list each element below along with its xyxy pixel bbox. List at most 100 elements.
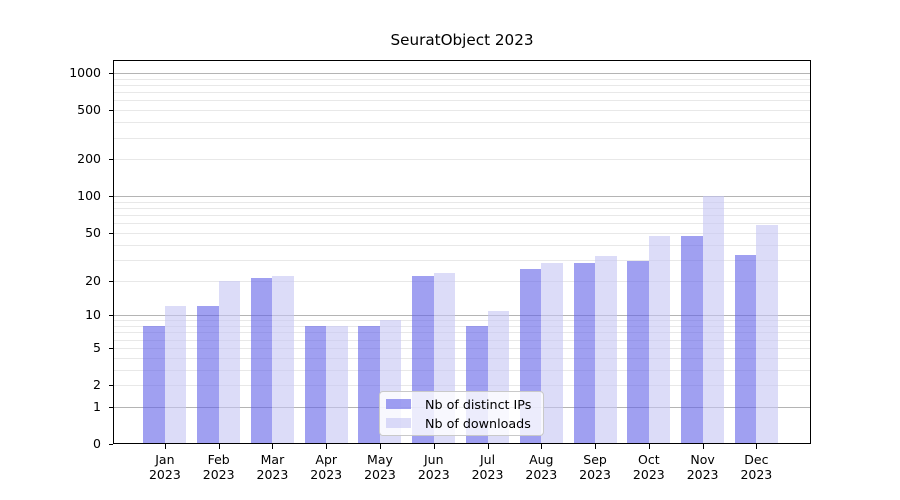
minor-gridline: [114, 326, 810, 327]
x-tick-label-month: Jun: [423, 452, 444, 467]
minor-gridline: [114, 339, 810, 341]
minor-gridline: [114, 92, 810, 94]
minor-gridline: [114, 385, 810, 386]
bar-downloads: [272, 275, 294, 444]
legend-entry-distinct-ips: Nb of distinct IPs: [386, 397, 543, 412]
major-gridline: [114, 72, 810, 74]
x-tick-label-month: Aug: [529, 452, 554, 467]
x-tick: [433, 444, 435, 449]
x-tick-label-month: Nov: [690, 452, 715, 467]
x-tick-label-month: Mar: [260, 452, 285, 467]
x-tick: [648, 444, 650, 449]
y-tick-label: 100: [77, 188, 101, 204]
y-tick: [108, 444, 113, 445]
x-tick-label: Apr 2023: [299, 452, 353, 482]
x-tick-label-month: Oct: [638, 452, 660, 467]
legend-swatch-downloads: [386, 418, 411, 428]
bar-downloads: [756, 225, 778, 444]
x-tick-label-month: Feb: [207, 452, 230, 467]
x-tick-label-month: Jul: [479, 452, 496, 467]
x-tick-label-year: 2023: [740, 466, 773, 482]
minor-gridline: [114, 208, 810, 210]
x-tick-label-year: 2023: [686, 466, 719, 482]
y-tick: [108, 72, 113, 74]
x-tick-label-year: 2023: [632, 466, 665, 482]
legend-entry-downloads: Nb of downloads: [386, 415, 543, 431]
x-tick-label: Oct 2023: [622, 452, 676, 482]
x-tick-label-month: Jan: [155, 452, 175, 467]
y-tick-label: 1: [93, 398, 101, 414]
x-tick-label-month: Dec: [744, 452, 769, 467]
bar-distinct-ips: [573, 263, 596, 444]
plot-border: [113, 60, 811, 444]
x-tick: [595, 444, 597, 449]
x-tick-label: Mar 2023: [245, 452, 299, 482]
bar-downloads: [541, 263, 563, 444]
x-tick-label: Aug 2023: [514, 452, 568, 482]
bar-distinct-ips: [197, 306, 219, 444]
minor-gridline: [114, 137, 810, 139]
x-tick: [379, 444, 381, 449]
minor-gridline: [114, 259, 810, 261]
y-tick: [108, 232, 113, 234]
y-tick-label: 1000: [69, 64, 101, 80]
chart-title: SeuratObject 2023: [390, 31, 534, 49]
minor-gridline: [114, 201, 810, 203]
y-tick-label: 20: [85, 272, 101, 288]
minor-gridline: [114, 332, 810, 334]
bar-distinct-ips: [358, 326, 380, 444]
y-tick-label: 10: [85, 307, 101, 323]
minor-gridline: [114, 280, 810, 282]
x-tick-label-year: 2023: [579, 466, 611, 482]
bar-downloads: [702, 195, 725, 444]
y-tick: [108, 280, 113, 282]
minor-gridline: [114, 110, 810, 112]
y-tick: [108, 196, 113, 198]
x-tick-label: Feb 2023: [192, 452, 246, 482]
bar-distinct-ips: [250, 278, 273, 444]
x-tick: [164, 444, 166, 449]
minor-gridline: [114, 223, 810, 225]
bar-distinct-ips: [627, 261, 649, 444]
x-tick-label-year: 2023: [417, 466, 450, 482]
x-tick-label: Jun 2023: [407, 452, 461, 482]
y-tick-label: 2: [93, 377, 101, 392]
minor-gridline: [114, 78, 810, 80]
minor-gridline: [114, 244, 810, 246]
x-tick: [326, 444, 328, 449]
major-gridline: [114, 315, 810, 317]
x-tick-label: Dec 2023: [729, 452, 783, 482]
x-tick-label: May 2023: [353, 452, 407, 482]
minor-gridline: [114, 100, 810, 102]
x-tick-label: Nov 2023: [676, 452, 730, 482]
y-tick: [108, 347, 113, 349]
x-tick-label-year: 2023: [364, 466, 396, 482]
legend-label-downloads: Nb of downloads: [425, 415, 531, 431]
minor-gridline: [114, 369, 810, 371]
minor-gridline: [114, 320, 810, 322]
x-tick: [218, 444, 220, 449]
y-tick-label: 500: [77, 102, 101, 118]
x-tick: [756, 444, 758, 449]
y-tick: [108, 159, 113, 161]
x-tick-label-year: 2023: [148, 466, 181, 482]
y-tick-label: 50: [85, 224, 101, 240]
minor-gridline: [114, 357, 810, 359]
minor-gridline: [114, 122, 810, 124]
bar-downloads: [595, 256, 617, 444]
minor-gridline: [114, 84, 810, 86]
y-tick-label: 5: [93, 339, 101, 355]
y-tick: [108, 406, 113, 408]
minor-gridline: [114, 159, 810, 161]
bar-distinct-ips: [143, 326, 165, 444]
y-tick-label: 200: [77, 151, 101, 167]
x-tick-label-year: 2023: [525, 466, 558, 482]
x-tick: [541, 444, 543, 449]
x-tick-label: Jan 2023: [138, 452, 192, 482]
x-tick-label-year: 2023: [471, 466, 504, 482]
bar-downloads: [164, 306, 187, 444]
x-tick-label: Jul 2023: [461, 452, 515, 482]
minor-gridline: [114, 232, 810, 234]
y-tick: [108, 385, 113, 386]
